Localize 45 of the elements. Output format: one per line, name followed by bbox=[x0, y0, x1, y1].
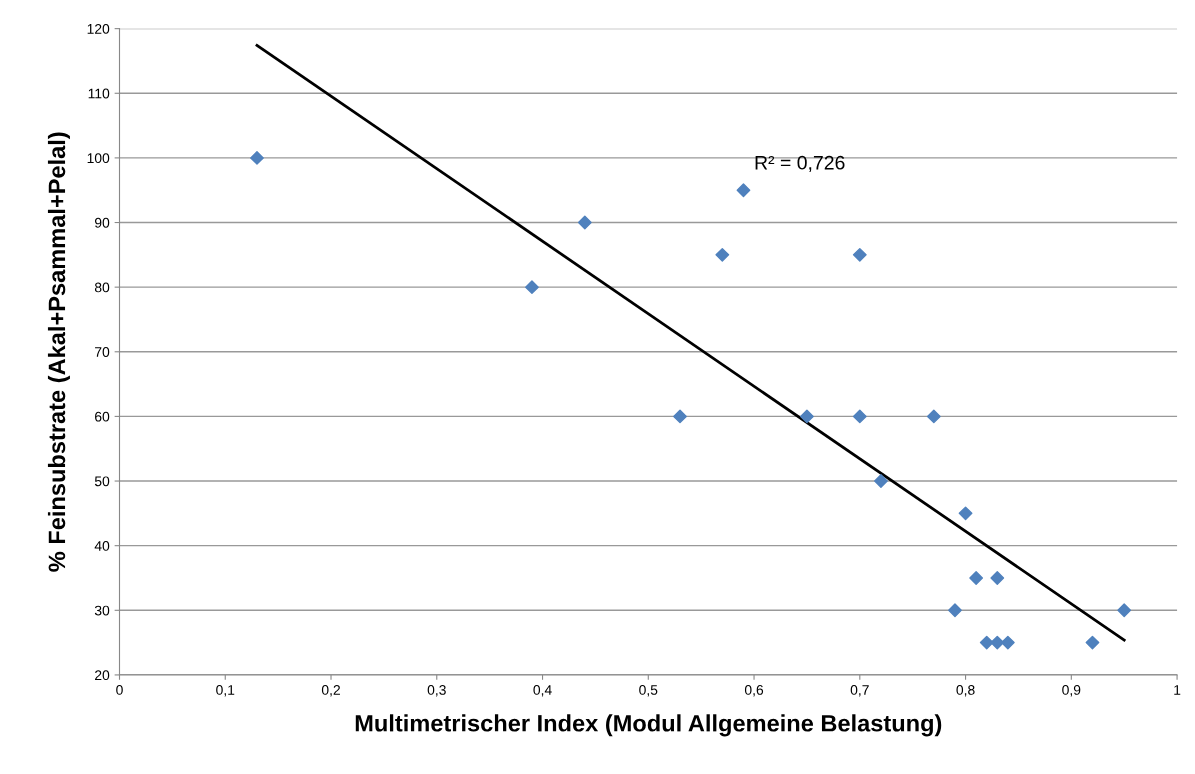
y-tick-label: 60 bbox=[95, 411, 110, 422]
point bbox=[990, 571, 1005, 585]
point bbox=[958, 506, 973, 521]
y-tick-label: 50 bbox=[94, 476, 110, 487]
x-tick-label: 0,1 bbox=[216, 685, 235, 697]
x-tick-label: 0,8 bbox=[956, 685, 975, 697]
y-tick-label: 80 bbox=[94, 282, 110, 293]
point bbox=[948, 603, 962, 618]
point bbox=[736, 183, 751, 198]
y-tick-label: 40 bbox=[94, 541, 110, 551]
point bbox=[990, 635, 1005, 650]
y-tick-label: 20 bbox=[95, 670, 110, 681]
x-tick-label: 0,2 bbox=[321, 685, 340, 697]
point bbox=[715, 247, 730, 262]
point bbox=[1000, 635, 1015, 650]
y-axis-title: % Feinsubstrate (Akal+Psammal+Pelal) bbox=[47, 132, 70, 572]
point bbox=[969, 571, 984, 585]
point bbox=[800, 409, 814, 424]
point bbox=[1117, 603, 1132, 618]
y-tick-label: 30 bbox=[94, 605, 110, 616]
x-tick-label: 0,9 bbox=[1062, 685, 1081, 697]
x-tick-label: 0,5 bbox=[639, 685, 658, 697]
y-tick-label: 100 bbox=[87, 153, 110, 164]
y-tick-label: 110 bbox=[88, 88, 110, 99]
x-tick-label: 0,6 bbox=[744, 685, 764, 697]
point bbox=[250, 150, 264, 165]
point bbox=[979, 635, 994, 650]
point bbox=[852, 409, 867, 424]
x-axis-title: Multimetrischer Index (Modul Allgemeine Belastung) bbox=[355, 714, 942, 737]
point bbox=[852, 247, 867, 262]
x-tick-label: 0 bbox=[116, 685, 123, 695]
y-tick-label: 70 bbox=[95, 347, 110, 357]
y-tick-label: 90 bbox=[94, 217, 110, 228]
y-tick-label: 120 bbox=[87, 23, 110, 34]
point bbox=[525, 280, 539, 295]
annotation: R² = 0,726 bbox=[755, 155, 845, 172]
point bbox=[926, 409, 941, 424]
point bbox=[673, 409, 687, 424]
x-tick-label: 0,3 bbox=[427, 685, 446, 697]
x-tick-label: 0,4 bbox=[533, 685, 552, 697]
point bbox=[577, 215, 592, 230]
x-tick-label: 1 bbox=[1174, 685, 1181, 695]
point bbox=[1085, 635, 1100, 650]
point bbox=[874, 474, 888, 488]
x-tick-label: 0,7 bbox=[850, 685, 869, 697]
